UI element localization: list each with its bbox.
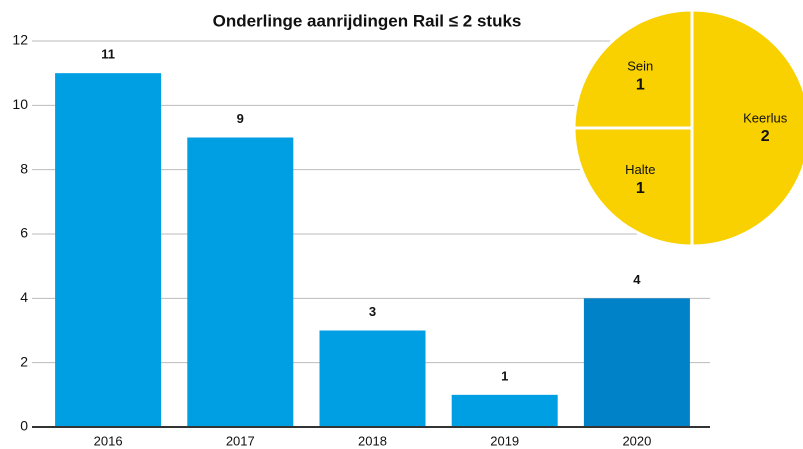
- bar: [583, 298, 690, 427]
- bar: [319, 330, 426, 427]
- data-label: 11: [101, 47, 115, 62]
- pie-slice: [690, 8, 803, 248]
- data-label: 9: [237, 111, 244, 126]
- pie-slice: [572, 126, 694, 248]
- data-label: 3: [369, 304, 376, 319]
- x-tick-label: 2018: [358, 433, 387, 448]
- data-label: 1: [501, 368, 508, 383]
- slice-label: Halte: [625, 162, 655, 177]
- slice-value: 2: [761, 128, 770, 145]
- slice-value: 1: [636, 180, 645, 197]
- y-tick-label: 8: [20, 160, 28, 176]
- bar: [451, 394, 558, 427]
- bar: [187, 137, 294, 427]
- bar: [55, 73, 162, 428]
- y-tick-label: 0: [20, 418, 28, 434]
- y-tick-label: 2: [20, 353, 28, 369]
- x-tick-label: 2020: [622, 433, 651, 448]
- y-tick-label: 4: [20, 289, 28, 305]
- data-label: 4: [633, 272, 641, 287]
- y-tick-label: 10: [12, 96, 28, 112]
- slice-label: Keerlus: [743, 110, 788, 125]
- y-tick-label: 12: [12, 32, 28, 48]
- x-tick-label: 2017: [226, 433, 255, 448]
- chart-title: Onderlinge aanrijdingen Rail ≤ 2 stuks: [213, 11, 522, 30]
- x-tick-label: 2019: [490, 433, 519, 448]
- slice-value: 1: [636, 76, 645, 93]
- x-tick-label: 2016: [94, 433, 123, 448]
- y-tick-label: 6: [20, 225, 28, 241]
- slice-label: Sein: [627, 59, 653, 74]
- pie-slice: [572, 8, 694, 130]
